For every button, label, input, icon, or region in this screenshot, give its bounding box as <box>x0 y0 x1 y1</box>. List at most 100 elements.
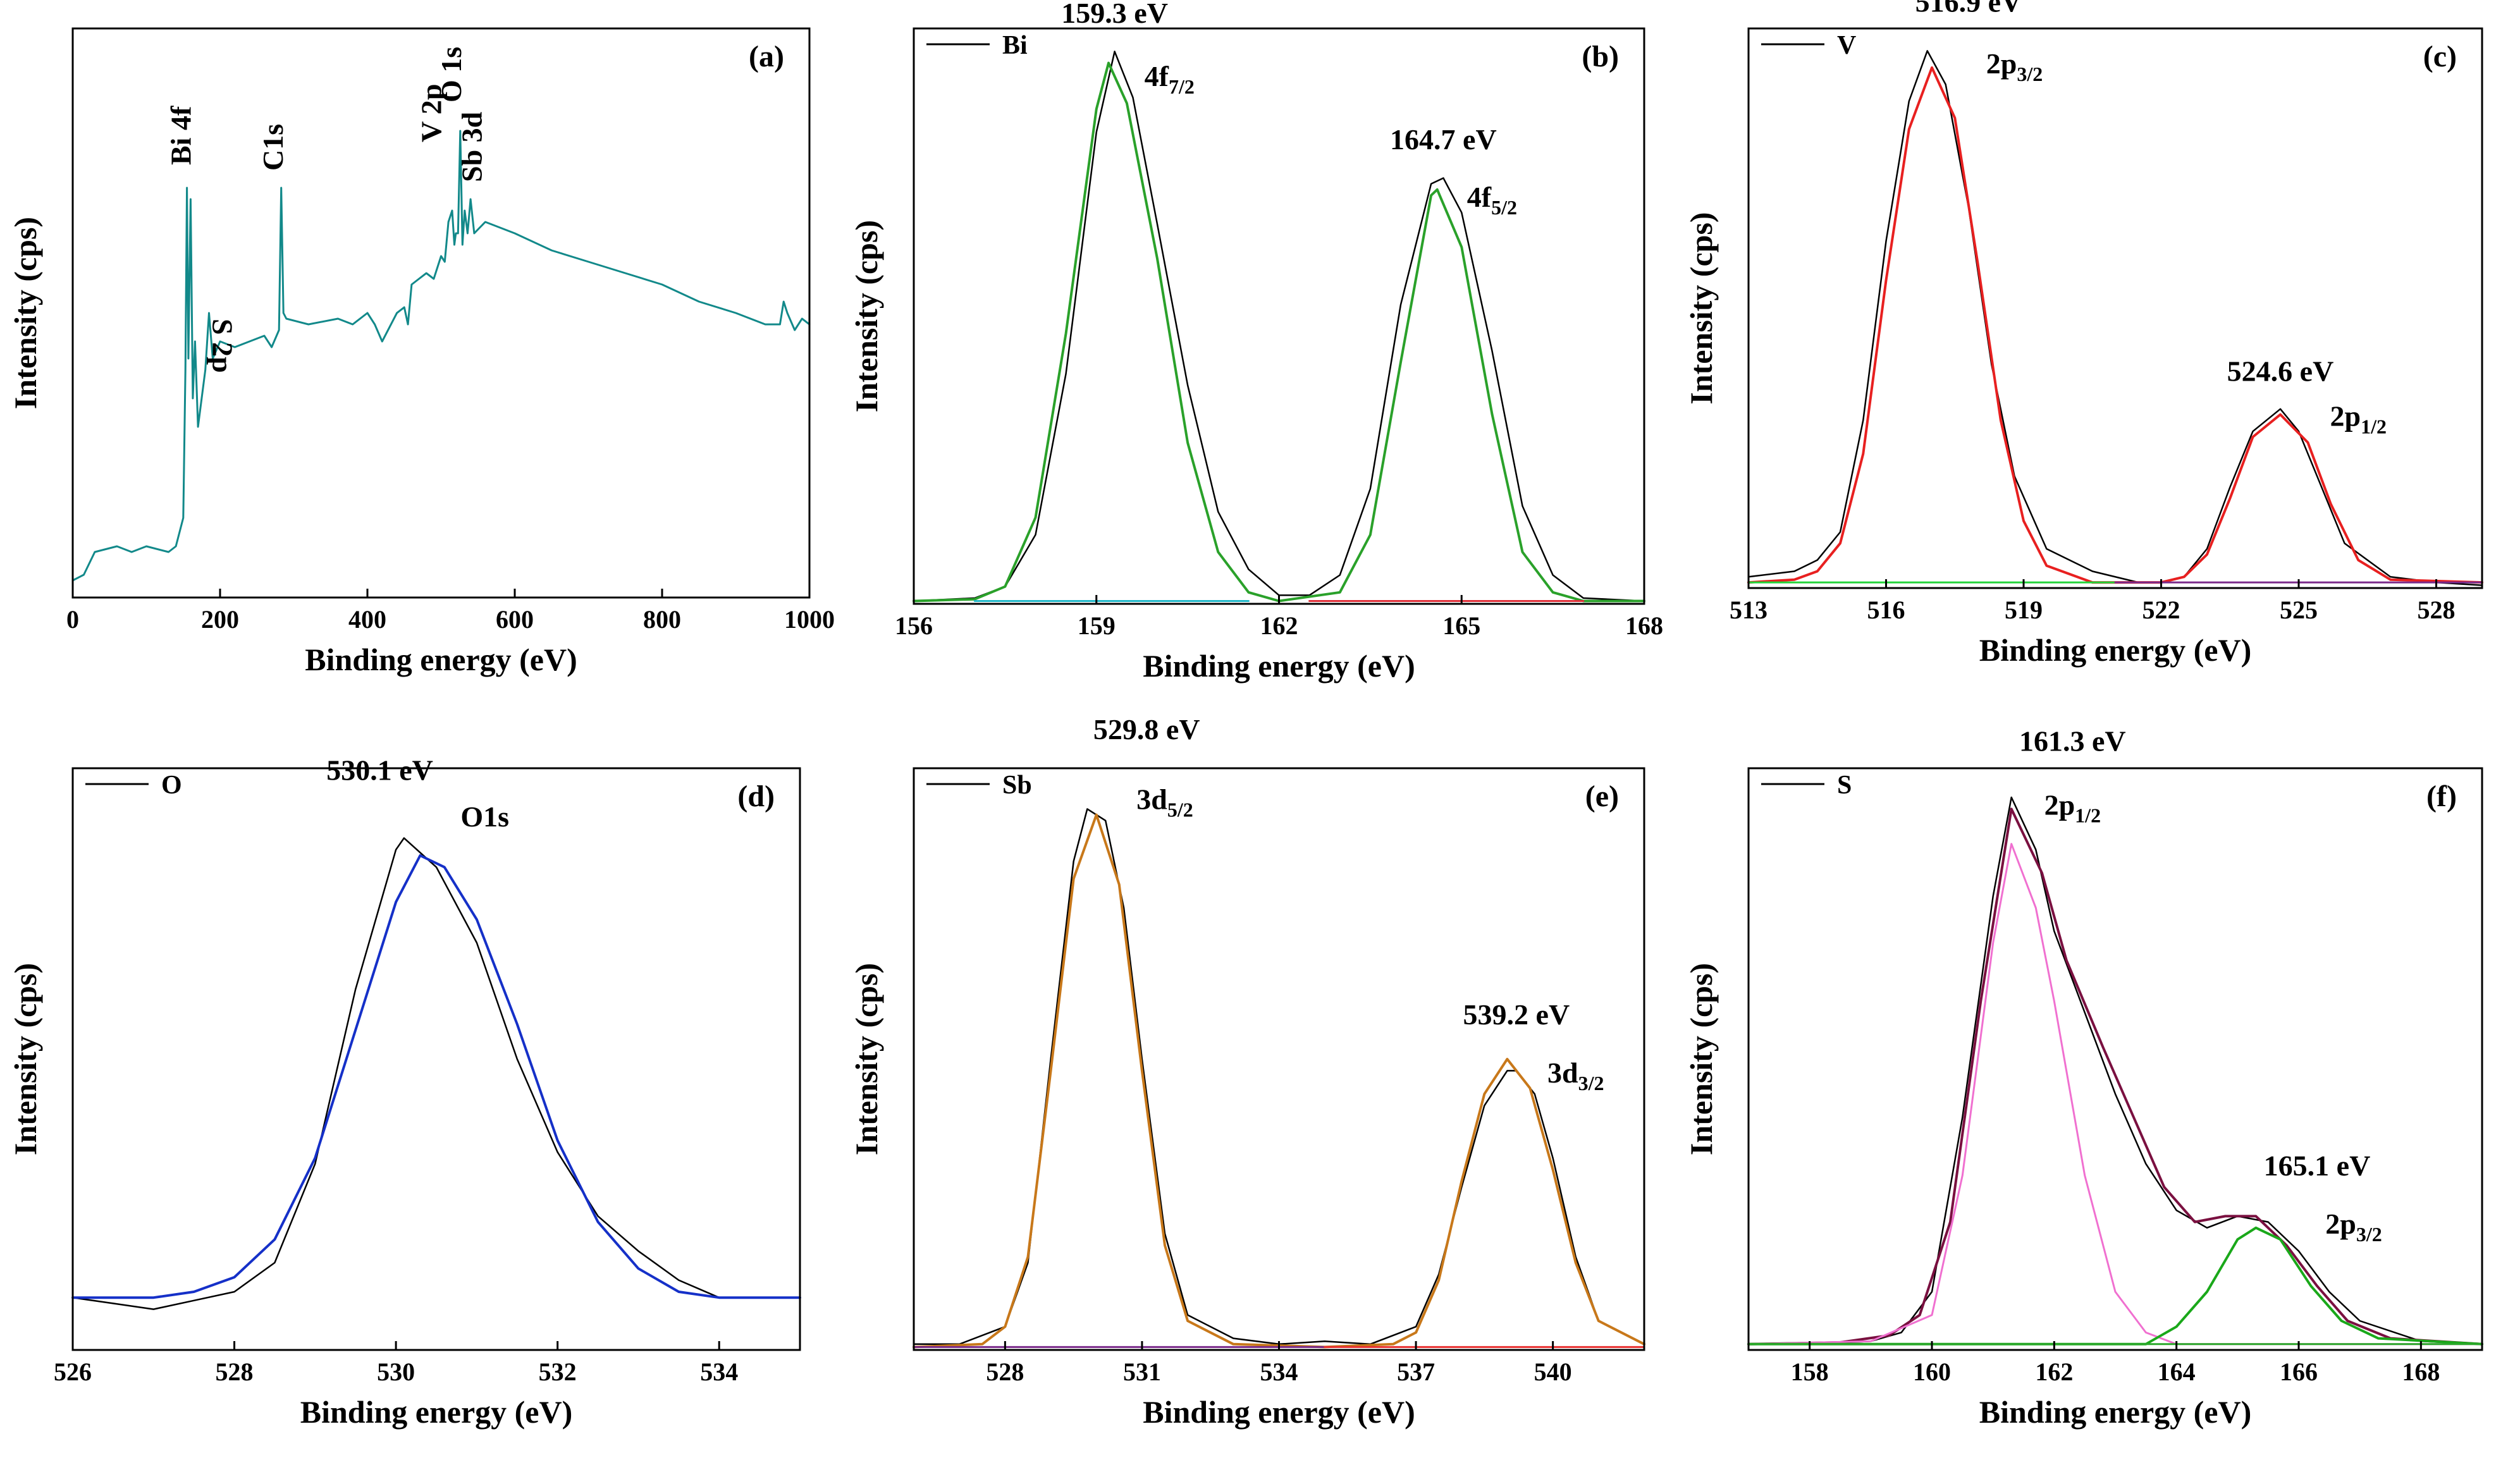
x-tick-label: 534 <box>700 1358 738 1386</box>
peak-annotation: O1s <box>460 800 509 833</box>
y-axis-label: Intensity (cps) <box>8 217 43 409</box>
x-tick-label: 159 <box>1078 611 1116 640</box>
x-tick-label: 532 <box>539 1358 577 1386</box>
y-axis-label: Intensity (cps) <box>1683 963 1719 1155</box>
x-tick-label: 164 <box>2158 1358 2196 1386</box>
x-tick-label: 156 <box>895 611 933 640</box>
legend-label: S <box>1837 771 1852 800</box>
series-f-2 <box>1747 843 2483 1346</box>
series-f-0 <box>1747 796 2483 1346</box>
series-d-1 <box>71 854 801 1299</box>
panel-label: (f) <box>2426 780 2457 813</box>
x-tick-label: 162 <box>2035 1358 2073 1386</box>
panel-label: (a) <box>749 40 784 73</box>
x-axis-label: Binding energy (eV) <box>300 1394 573 1430</box>
peak-annotation: 530.1 eV <box>326 754 433 786</box>
x-tick-label: 168 <box>1625 611 1663 640</box>
x-tick-label: 531 <box>1123 1358 1161 1386</box>
axes-frame-c <box>1747 27 2483 589</box>
peak-annotation: 4f7/2 <box>1145 60 1195 98</box>
x-tick-label: 165 <box>1442 611 1480 640</box>
axes-frame-a <box>71 27 811 599</box>
axes-frame-e <box>913 767 1645 1351</box>
x-tick-label: 534 <box>1260 1358 1298 1386</box>
peak-annotation: 2p3/2 <box>1986 47 2043 85</box>
x-tick-label: 166 <box>2280 1358 2318 1386</box>
series-e-1 <box>913 813 1645 1349</box>
series-c-1 <box>1747 66 2483 584</box>
panel-label: (c) <box>2423 40 2457 73</box>
legend-label: V <box>1837 31 1856 60</box>
series-f-1 <box>1747 807 2483 1346</box>
panel-label: (b) <box>1582 40 1619 73</box>
peak-annotation: O 1s <box>435 47 467 102</box>
x-tick-label: 537 <box>1397 1358 1435 1386</box>
x-tick-label: 800 <box>643 605 681 634</box>
peak-annotation: 529.8 eV <box>1093 713 1200 745</box>
x-tick-label: 522 <box>2143 596 2180 624</box>
series-a-0 <box>71 130 811 582</box>
x-axis-label: Binding energy (eV) <box>305 642 577 677</box>
panel-c: 513 516 519 522 525 528 Binding energy (eV) Int… <box>1683 0 2483 668</box>
y-axis-label: Intensity (cps) <box>8 963 43 1155</box>
panel-d: 526 528 530 532 534 Binding energy (eV) Intens… <box>8 754 801 1430</box>
x-tick-label: 158 <box>1791 1358 1829 1386</box>
x-tick-label: 530 <box>377 1358 415 1386</box>
axes-frame-b <box>913 27 1645 605</box>
x-tick-label: 400 <box>348 605 386 634</box>
peak-annotation: 3d3/2 <box>1547 1057 1604 1095</box>
series-d-0 <box>71 837 801 1310</box>
x-tick-label: 528 <box>986 1358 1024 1386</box>
axes-frame-f <box>1747 767 2483 1351</box>
x-tick-label: 516 <box>1867 596 1905 624</box>
panel-b: 156 159 162 165 168 Binding energy (eV) Intens… <box>849 0 1663 684</box>
peak-annotation: Sb 3d <box>456 111 488 182</box>
x-tick-label: 0 <box>66 605 79 634</box>
legend-label: O <box>161 771 182 800</box>
series-b-1 <box>913 61 1645 603</box>
x-axis-label: Binding energy (eV) <box>1979 632 2252 668</box>
x-tick-label: 526 <box>54 1358 92 1386</box>
series-b-0 <box>913 51 1645 602</box>
peak-annotation: V 2p <box>415 84 448 142</box>
peak-annotation: 2p1/2 <box>2044 789 2101 827</box>
peak-annotation: 516.9 eV <box>1915 0 2022 18</box>
x-tick-label: 1000 <box>784 605 835 634</box>
axes-frame-d <box>71 767 801 1351</box>
x-tick-label: 528 <box>216 1358 254 1386</box>
x-tick-label: 200 <box>201 605 239 634</box>
x-tick-label: 519 <box>2005 596 2043 624</box>
peak-annotation: 164.7 eV <box>1390 123 1497 156</box>
peak-annotation: 161.3 eV <box>2019 725 2126 757</box>
peak-annotation: 159.3 eV <box>1061 0 1168 29</box>
x-tick-label: 162 <box>1260 611 1298 640</box>
y-axis-label: Intensity (cps) <box>849 963 884 1155</box>
x-tick-label: 528 <box>2418 596 2456 624</box>
panel-a: 0 200 400 600 800 1000 Binding energy (eV) Inte… <box>8 27 835 677</box>
panel-label: (d) <box>737 780 775 813</box>
panel-label: (e) <box>1585 780 1619 813</box>
x-tick-label: 525 <box>2280 596 2318 624</box>
peak-annotation: S 2p <box>206 319 238 373</box>
legend-label: Bi <box>1002 31 1028 60</box>
x-tick-label: 540 <box>1534 1358 1572 1386</box>
peak-annotation: 539.2 eV <box>1463 998 1570 1031</box>
series-e-0 <box>913 808 1645 1346</box>
peak-annotation: 165.1 eV <box>2264 1150 2371 1182</box>
peak-annotation: 2p1/2 <box>2330 400 2387 438</box>
panel-e: 528 531 534 537 540 Binding energy (eV) Intens… <box>849 713 1645 1430</box>
x-axis-label: Binding energy (eV) <box>1143 648 1415 684</box>
x-tick-label: 168 <box>2402 1358 2440 1386</box>
peak-annotation: 2p3/2 <box>2325 1208 2382 1246</box>
panel-f: 158 160 162 164 166 168 Binding energy (eV) Int… <box>1683 725 2483 1430</box>
peak-annotation: 3d5/2 <box>1136 783 1193 821</box>
y-axis-label: Intensity (cps) <box>1683 212 1719 404</box>
peak-annotation: Bi 4f <box>164 106 197 165</box>
peak-annotation: C1s <box>257 124 289 171</box>
peak-annotation: 4f5/2 <box>1467 181 1517 219</box>
x-axis-label: Binding energy (eV) <box>1979 1394 2252 1430</box>
x-tick-label: 600 <box>496 605 534 634</box>
series-c-0 <box>1747 50 2483 586</box>
x-tick-label: 160 <box>1913 1358 1951 1386</box>
